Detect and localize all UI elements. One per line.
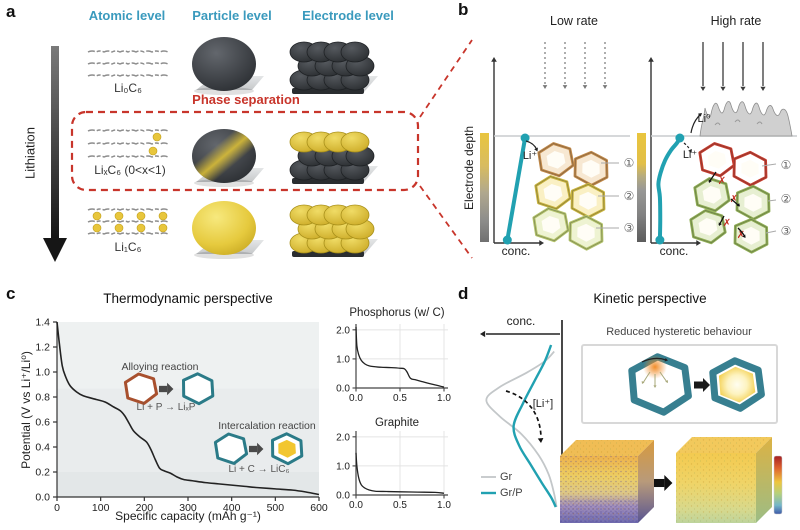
high-rate-title: High rate: [710, 14, 762, 28]
potential-axis-label: Potential (V vs Li⁺/Li⁰): [19, 351, 33, 469]
li-ion-label-low: Li⁺: [522, 150, 538, 162]
conc-axis-label-high: conc.: [659, 244, 689, 258]
depth-marker-1-low: ①: [623, 156, 635, 170]
panel-b-art: ✗ ✗ ✗ ✗: [480, 42, 797, 254]
panel-d-label: d: [458, 284, 469, 303]
svg-text:300: 300: [179, 502, 197, 514]
svg-text:500: 500: [267, 502, 285, 514]
intercalation-reaction-label: Intercalation reaction: [218, 420, 316, 432]
electrode-depth-axis-label: Electrode depth: [462, 125, 476, 211]
panel-b-label: b: [458, 0, 469, 19]
svg-text:100: 100: [92, 502, 110, 514]
depth-marker-2-high: ②: [780, 192, 792, 206]
depth-marker-3-low: ③: [623, 221, 635, 235]
panel-a-label: a: [6, 2, 16, 21]
svg-text:✗: ✗: [730, 194, 738, 205]
thermodynamic-title: Thermodynamic perspective: [103, 291, 273, 306]
column-header-atomic: Atomic level: [88, 8, 166, 23]
svg-text:1.4: 1.4: [35, 317, 50, 329]
legend-gr-label: Gr: [500, 471, 513, 483]
depth-marker-2-low: ②: [623, 189, 635, 203]
formula-lixc6: LiₓC₆ (0<x<1): [94, 163, 166, 177]
svg-text:0.5: 0.5: [393, 500, 407, 511]
svg-text:0.6: 0.6: [35, 417, 50, 429]
legend-grp-label: Gr/P: [500, 487, 523, 499]
svg-text:0.0: 0.0: [349, 500, 363, 511]
panel-d-art: [480, 320, 783, 523]
svg-text:0.8: 0.8: [35, 392, 50, 404]
conc-axis-label-d: conc.: [506, 314, 536, 328]
depth-marker-1-high: ①: [780, 158, 792, 172]
svg-text:1.0: 1.0: [437, 500, 451, 511]
graphite-plot-title: Graphite: [374, 417, 420, 429]
column-header-electrode: Electrode level: [302, 8, 394, 23]
conc-axis-label-low: conc.: [501, 244, 531, 258]
svg-text:1.0: 1.0: [437, 393, 451, 404]
low-rate-title: Low rate: [550, 14, 598, 28]
phosphorus-plot-title: Phosphorus (w/ C): [349, 307, 445, 319]
column-header-particle: Particle level: [192, 8, 272, 23]
li-ion-label-high: Li⁺: [682, 149, 698, 161]
svg-text:0: 0: [54, 502, 60, 514]
svg-text:0.0: 0.0: [349, 393, 363, 404]
svg-text:2.0: 2.0: [336, 325, 350, 336]
svg-text:1.0: 1.0: [336, 354, 350, 365]
intercalation-equation: Li + C → LiC₆: [228, 464, 290, 475]
li-metal-label-high: Li⁰: [697, 113, 711, 125]
panel-c-label: c: [6, 284, 16, 303]
svg-text:0.0: 0.0: [336, 491, 350, 502]
svg-text:0.4: 0.4: [35, 442, 50, 454]
phase-separation-label: Phase separation: [192, 92, 300, 107]
svg-text:1.2: 1.2: [35, 342, 50, 354]
capacity-axis-label: Specific capacity (mAh g⁻¹): [115, 509, 261, 523]
svg-text:600: 600: [310, 502, 328, 514]
svg-text:200: 200: [136, 502, 154, 514]
formula-li0c6: Li₀C₆: [114, 81, 142, 95]
panel-a-art: [43, 37, 473, 262]
svg-text:0.2: 0.2: [35, 467, 50, 479]
kinetic-title: Kinetic perspective: [593, 291, 707, 306]
hysteresis-label: Reduced hysteretic behaviour: [606, 326, 752, 338]
formula-li1c6: Li₁C₆: [114, 240, 142, 254]
depth-marker-3-high: ③: [780, 224, 792, 238]
svg-text:✗: ✗: [723, 218, 731, 229]
svg-text:0.0: 0.0: [35, 492, 50, 504]
svg-text:0.0: 0.0: [336, 384, 350, 395]
svg-text:400: 400: [223, 502, 241, 514]
svg-text:1.0: 1.0: [336, 461, 350, 472]
panel-c-plot: 0.0 0.2 0.4 0.6 0.8 1.0 1.2 1.4 0 100 200 300 400 500…: [35, 317, 451, 515]
alloying-equation: Li + P → LiₓP: [136, 402, 196, 413]
svg-text:1.0: 1.0: [35, 367, 50, 379]
lithiation-axis-label: Lithiation: [22, 126, 38, 180]
svg-text:✗: ✗: [737, 230, 745, 241]
svg-text:2.0: 2.0: [336, 432, 350, 443]
svg-text:0.5: 0.5: [393, 393, 407, 404]
svg-text:✗: ✗: [718, 176, 726, 187]
alloying-reaction-label: Alloying reaction: [121, 361, 199, 373]
li-concentration-label: [Li⁺]: [532, 398, 554, 410]
